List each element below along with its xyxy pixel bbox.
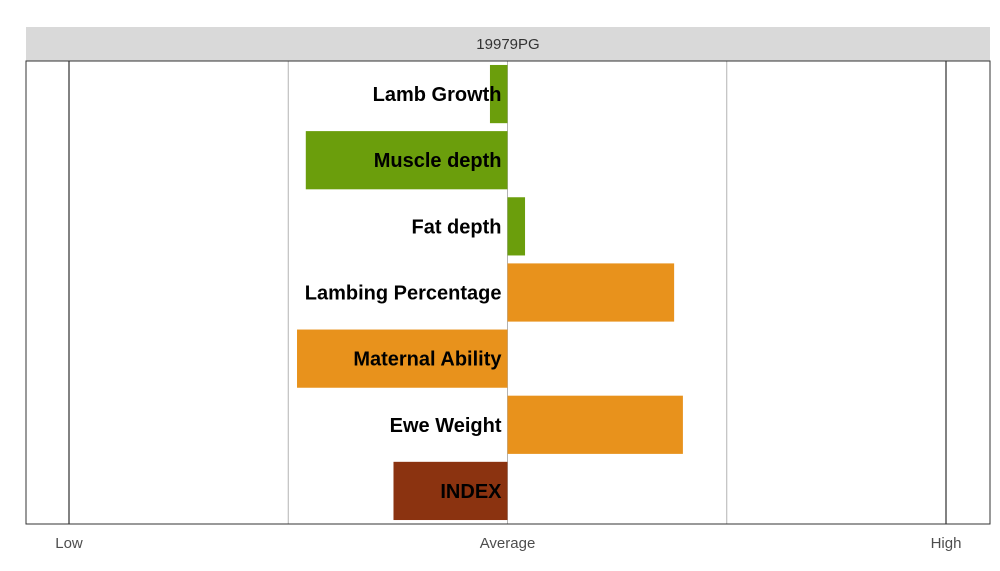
bar-label-lamb-growth: Lamb Growth xyxy=(373,84,502,106)
bar-index xyxy=(393,461,508,521)
bar-lambing-percentage xyxy=(507,263,675,322)
bar-label-maternal-ability: Maternal Ability xyxy=(353,349,502,371)
x-tick-label-low: Low xyxy=(55,535,83,552)
bar-lamb-growth xyxy=(489,64,508,124)
bar-label-ewe-weight: Ewe Weight xyxy=(390,415,502,437)
x-tick-label-average: Average xyxy=(480,535,536,552)
chart-title-strip xyxy=(26,27,990,61)
bar-label-index: INDEX xyxy=(440,481,502,503)
bar-label-fat-depth: Fat depth xyxy=(412,216,502,238)
bar-label-muscle-depth: Muscle depth xyxy=(374,150,502,172)
x-tick-label-high: High xyxy=(931,535,962,552)
bar-muscle-depth xyxy=(305,131,508,190)
chart-title: 19979PG xyxy=(476,36,539,53)
bar-labels: Lamb Growth Muscle depth Fat depth Lambing … xyxy=(305,84,503,503)
plot-panel xyxy=(25,60,991,525)
x-axis-ticks: Low Average High xyxy=(55,535,961,552)
bars xyxy=(297,64,683,521)
bar-maternal-ability xyxy=(297,329,508,388)
bar-ewe-weight xyxy=(507,395,683,454)
bar-label-lambing-percentage: Lambing Percentage xyxy=(305,283,502,305)
bar-fat-depth xyxy=(507,197,526,256)
